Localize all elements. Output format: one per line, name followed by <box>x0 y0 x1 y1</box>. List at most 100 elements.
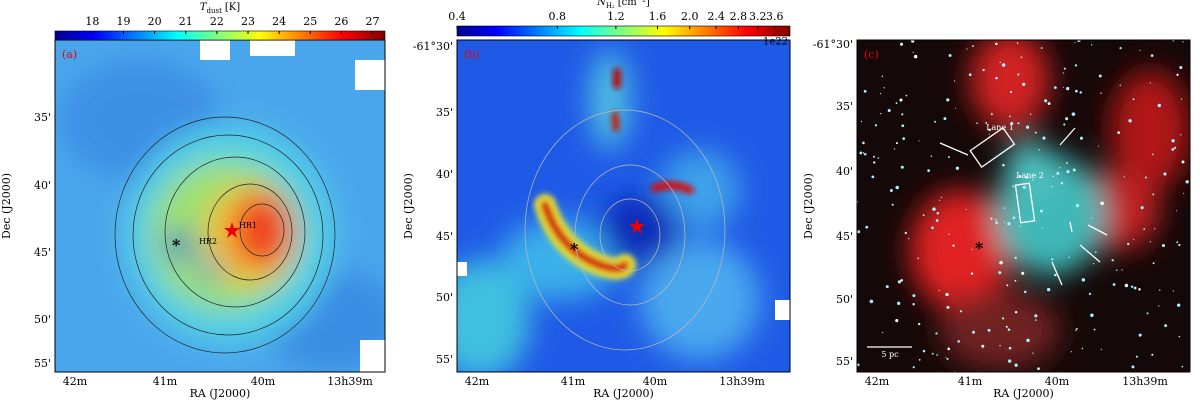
star <box>895 142 898 145</box>
star <box>1004 221 1006 223</box>
star <box>1180 134 1182 136</box>
star <box>976 122 978 125</box>
x-tick-label: 13h39m <box>719 375 765 388</box>
star <box>900 42 904 46</box>
star <box>1131 365 1135 369</box>
star <box>882 331 884 334</box>
star <box>879 92 882 95</box>
star <box>917 322 921 326</box>
star <box>905 94 908 97</box>
x-axis-title: RA (J2000) <box>593 387 654 400</box>
x-tick-label: 41m <box>958 375 983 388</box>
star <box>1034 319 1037 321</box>
annotation: HR1 <box>239 221 257 230</box>
star <box>902 137 906 140</box>
star <box>972 330 976 334</box>
star <box>988 133 990 135</box>
x-tick-label: 13h39m <box>1122 375 1168 388</box>
star <box>1163 172 1167 176</box>
star <box>862 141 865 145</box>
star <box>1100 201 1104 206</box>
star <box>1040 47 1043 49</box>
y-tick-label: 40' <box>436 168 453 181</box>
annotation: Lane 1 <box>986 123 1014 132</box>
y-tick-label: -61°30' <box>413 40 453 53</box>
star <box>946 357 949 360</box>
star <box>943 117 947 121</box>
colorbar-symbol: T <box>200 2 208 13</box>
star <box>990 217 993 220</box>
star <box>1123 176 1125 178</box>
star <box>1025 175 1029 179</box>
star <box>912 303 915 306</box>
star <box>857 230 861 234</box>
star <box>957 340 960 343</box>
star <box>1112 283 1116 286</box>
star <box>1140 206 1144 210</box>
star <box>912 294 916 298</box>
y-tick-label: 40' <box>836 165 853 178</box>
star <box>874 124 878 127</box>
star <box>1132 98 1135 101</box>
star <box>1025 125 1030 129</box>
star <box>1094 251 1097 254</box>
star <box>1008 359 1012 363</box>
star <box>859 151 863 155</box>
star <box>959 310 963 313</box>
y-tick-label: 55' <box>836 355 853 368</box>
star <box>1046 287 1051 292</box>
star <box>1152 262 1155 265</box>
star <box>1014 256 1017 259</box>
y-axis-title: Dec (J2000) <box>402 173 415 239</box>
colorbar-tick-label: 0.4 <box>448 10 466 23</box>
star <box>934 120 937 123</box>
star <box>1014 279 1017 282</box>
star <box>1093 328 1096 331</box>
star <box>1176 73 1179 76</box>
star <box>1051 185 1053 188</box>
star <box>935 219 939 222</box>
star <box>985 121 988 124</box>
star <box>1065 86 1070 91</box>
star <box>1034 314 1038 318</box>
star <box>1133 238 1135 240</box>
colorbar-tick-label: 20 <box>148 15 162 28</box>
star <box>1014 363 1018 367</box>
star <box>932 207 936 211</box>
colorbar-tick-label: 0.8 <box>548 10 566 23</box>
star <box>1041 227 1043 229</box>
star <box>1150 54 1154 58</box>
star <box>1014 310 1018 314</box>
star <box>1171 147 1175 151</box>
x-tick-label: 42m <box>865 375 890 388</box>
star <box>938 199 941 201</box>
star <box>954 107 956 109</box>
star <box>1176 241 1179 244</box>
x-axis-title: RA (J2000) <box>993 387 1054 400</box>
star <box>863 152 867 156</box>
star <box>1005 325 1008 328</box>
star <box>953 80 956 82</box>
star <box>931 352 934 355</box>
star <box>965 208 967 211</box>
star <box>1158 305 1160 307</box>
annotation: HR2 <box>199 237 217 246</box>
star <box>922 214 925 217</box>
star <box>999 61 1001 63</box>
panel-label: (c) <box>864 48 879 61</box>
star <box>1023 290 1027 294</box>
star <box>982 68 985 72</box>
star <box>895 185 899 190</box>
star <box>895 319 899 323</box>
star <box>1081 347 1084 350</box>
star <box>1059 166 1061 169</box>
star <box>1175 210 1178 212</box>
svg-text:*: * <box>570 240 579 259</box>
star <box>887 108 891 113</box>
star <box>995 42 998 46</box>
star <box>927 169 931 173</box>
star <box>862 152 865 154</box>
star <box>893 148 896 150</box>
star <box>1138 288 1141 291</box>
star <box>970 272 974 275</box>
